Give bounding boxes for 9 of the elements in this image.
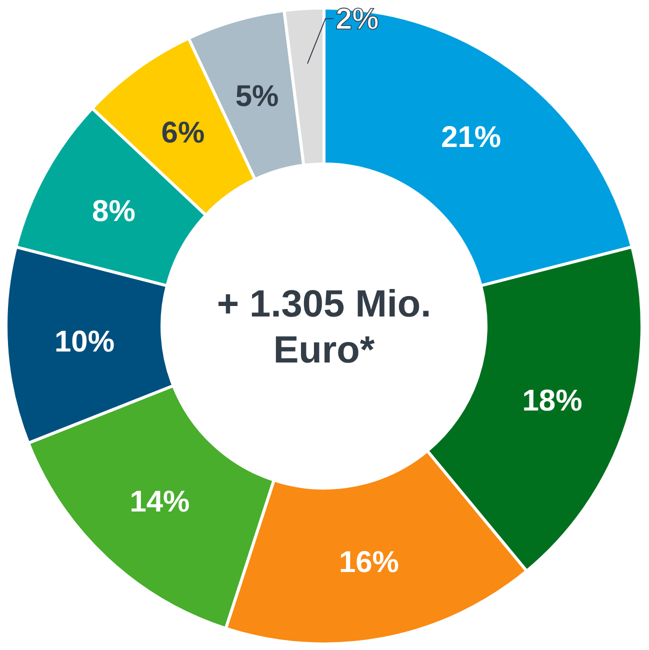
text: + 1.305 Mio. Euro*: [216, 283, 432, 372]
data-label: 8%: [92, 194, 136, 228]
data-label: 21%: [441, 120, 502, 154]
data-label: 14%: [130, 485, 190, 518]
data-label: 16%: [338, 546, 399, 580]
data-label: 5%: [235, 80, 279, 114]
data-label: 6%: [161, 116, 205, 150]
data-label: 18%: [522, 384, 582, 418]
data-label: 10%: [54, 326, 114, 359]
